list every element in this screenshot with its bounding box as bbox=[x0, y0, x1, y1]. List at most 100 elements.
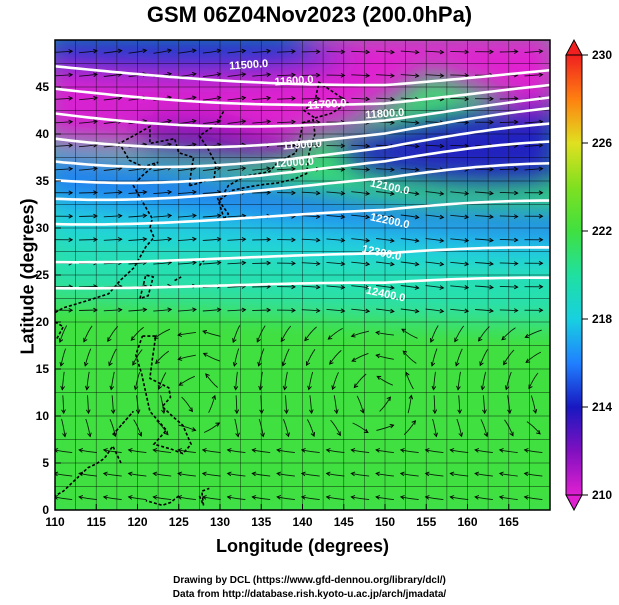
streamline-segment bbox=[153, 238, 172, 242]
streamline-segment bbox=[400, 121, 419, 124]
colorbar-tick-label: 210 bbox=[592, 488, 612, 502]
streamline-segment bbox=[376, 285, 394, 289]
streamline-arrowhead bbox=[464, 238, 470, 243]
streamline-arrowhead bbox=[137, 431, 143, 437]
streamline-arrowhead bbox=[155, 359, 160, 365]
streamline-segment bbox=[400, 472, 419, 477]
streamline-arrowhead bbox=[365, 238, 371, 243]
streamline-segment bbox=[480, 419, 488, 437]
streamline-segment bbox=[475, 449, 493, 454]
streamline-arrowhead bbox=[276, 448, 282, 453]
streamline-arrowhead bbox=[93, 48, 98, 54]
streamline-segment bbox=[55, 50, 73, 53]
streamline-arrowhead bbox=[523, 448, 529, 453]
streamline-segment bbox=[400, 214, 419, 218]
streamline-arrowhead bbox=[456, 385, 461, 391]
streamline-arrowhead bbox=[430, 337, 435, 343]
streamline-segment bbox=[524, 74, 543, 77]
streamline-arrowhead bbox=[241, 237, 247, 242]
streamline-arrowhead bbox=[251, 471, 257, 477]
streamline-arrowhead bbox=[78, 495, 84, 500]
streamline-arrowhead bbox=[161, 409, 166, 415]
streamline-arrowhead bbox=[538, 284, 544, 290]
streamline-arrowhead bbox=[513, 214, 519, 219]
streamline-segment bbox=[252, 309, 271, 311]
streamline-arrowhead bbox=[351, 357, 357, 362]
streamline-arrowhead bbox=[266, 307, 272, 313]
streamline-arrowhead bbox=[464, 73, 470, 78]
streamline-segment bbox=[474, 238, 494, 241]
x-axis-label: Longitude (degrees) bbox=[215, 536, 389, 556]
streamline-segment bbox=[227, 167, 246, 171]
streamline-arrowhead bbox=[241, 72, 247, 77]
streamline-segment bbox=[86, 371, 90, 390]
streamline-arrowhead bbox=[340, 308, 346, 314]
streamline-arrowhead bbox=[375, 353, 381, 359]
streamline-segment bbox=[276, 50, 296, 53]
streamline-segment bbox=[79, 449, 97, 454]
x-tick-label: 110 bbox=[45, 515, 65, 529]
streamline-arrowhead bbox=[167, 236, 173, 242]
streamline-arrowhead bbox=[58, 338, 64, 343]
streamline-arrowhead bbox=[483, 432, 489, 438]
x-tick-label: 140 bbox=[292, 515, 312, 529]
streamline-segment bbox=[351, 144, 370, 147]
streamline-arrowhead bbox=[315, 261, 321, 266]
streamline-segment bbox=[203, 422, 220, 433]
streamline-arrowhead bbox=[266, 48, 272, 54]
streamline-segment bbox=[61, 371, 65, 390]
streamline-arrowhead bbox=[489, 190, 494, 196]
streamline-arrowhead bbox=[258, 385, 263, 391]
streamline-arrowhead bbox=[60, 385, 65, 391]
streamline-arrowhead bbox=[235, 432, 240, 438]
streamline-segment bbox=[202, 472, 221, 477]
streamline-segment bbox=[227, 97, 246, 101]
streamline-segment bbox=[258, 348, 265, 367]
coastline-segment bbox=[219, 118, 316, 201]
streamline-segment bbox=[280, 325, 292, 342]
streamline-arrowhead bbox=[538, 307, 544, 313]
streamline-arrowhead bbox=[61, 409, 66, 415]
streamline-arrowhead bbox=[513, 49, 519, 54]
streamline-arrowhead bbox=[284, 409, 289, 415]
grid-lines bbox=[55, 40, 550, 510]
streamline-segment bbox=[205, 373, 218, 388]
streamline-segment bbox=[499, 191, 518, 194]
streamline-segment bbox=[400, 308, 419, 312]
streamline-segment bbox=[78, 192, 98, 194]
map-title: GSM 06Z04Nov2023 (200.0hPa) bbox=[146, 2, 473, 27]
streamline-arrowhead bbox=[513, 308, 519, 313]
streamline-arrowhead bbox=[153, 334, 159, 339]
contour-label: 12000.0 bbox=[274, 156, 315, 171]
streamline-segment bbox=[400, 449, 419, 454]
streamline-segment bbox=[178, 424, 196, 431]
streamline-arrowhead bbox=[464, 214, 470, 220]
streamline-arrowhead bbox=[363, 428, 369, 433]
streamline-segment bbox=[61, 418, 66, 437]
streamline-segment bbox=[177, 214, 197, 218]
streamline-segment bbox=[277, 472, 295, 477]
streamline-arrowhead bbox=[431, 385, 437, 391]
streamline-segment bbox=[356, 395, 364, 413]
streamline-segment bbox=[450, 191, 469, 195]
streamline-segment bbox=[425, 144, 444, 147]
streamline-segment bbox=[103, 50, 122, 54]
streamline-arrowhead bbox=[325, 471, 331, 477]
streamline-segment bbox=[376, 261, 394, 265]
streamline-arrowhead bbox=[340, 284, 346, 290]
streamline-segment bbox=[430, 325, 439, 343]
streamline-arrowhead bbox=[464, 261, 470, 267]
streamline-segment bbox=[132, 349, 143, 366]
streamline-arrowhead bbox=[216, 72, 222, 77]
streamline-segment bbox=[160, 395, 165, 414]
streamline-segment bbox=[202, 215, 221, 218]
contour-line bbox=[55, 122, 550, 169]
streamline-arrowhead bbox=[375, 448, 381, 453]
streamline-arrowhead bbox=[87, 432, 92, 438]
streamline-segment bbox=[351, 238, 370, 242]
streamline-arrowhead bbox=[102, 495, 108, 500]
coastline-segment bbox=[174, 276, 182, 282]
streamline-segment bbox=[258, 418, 264, 437]
streamline-segment bbox=[158, 372, 167, 390]
contour-label: 11600.0 bbox=[274, 74, 314, 89]
